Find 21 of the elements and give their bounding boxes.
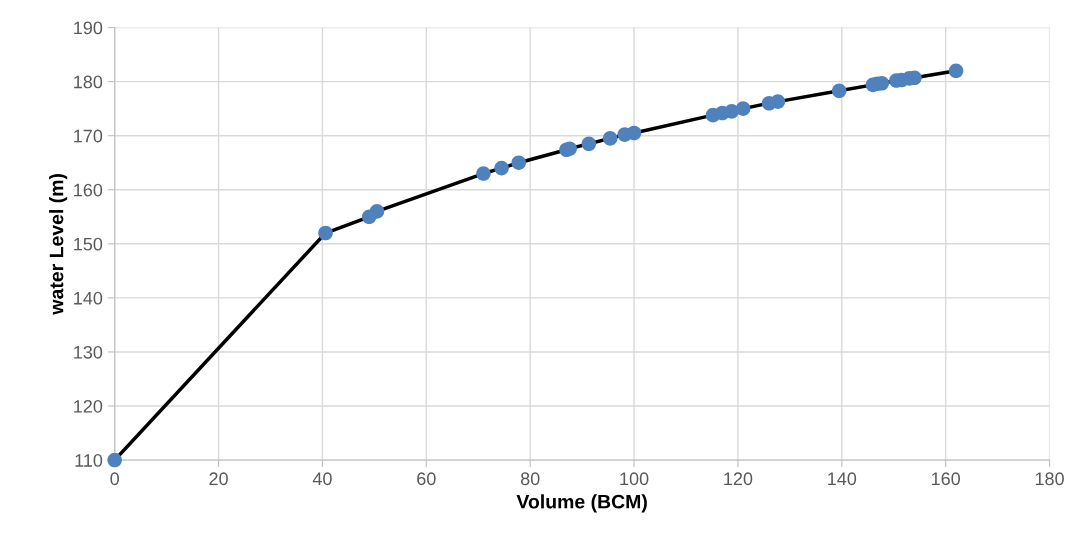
x-tick-label: 100 xyxy=(620,472,649,486)
y-tick-label: 190 xyxy=(74,21,103,35)
y-tick-label: 130 xyxy=(74,345,103,359)
x-tick-label: 0 xyxy=(110,472,120,486)
x-tick-label: 160 xyxy=(931,472,961,486)
y-tick-label: 110 xyxy=(75,454,103,467)
x-tick-label: 20 xyxy=(209,472,228,486)
y-axis-title: water Level (m) xyxy=(49,174,68,315)
x-tick-label: 60 xyxy=(417,472,436,486)
x-axis-title: Volume (BCM) xyxy=(516,494,647,513)
x-tick-label: 40 xyxy=(312,472,332,486)
x-tick-label: 140 xyxy=(828,472,857,486)
y-tick-label: 120 xyxy=(74,399,103,413)
y-tick-label: 170 xyxy=(74,129,103,143)
y-tick-label: 150 xyxy=(74,237,103,251)
y-tick-label: 140 xyxy=(74,291,103,305)
x-tick-label: 180 xyxy=(1035,472,1064,486)
x-tick-label: 80 xyxy=(520,472,540,486)
y-tick-label: 180 xyxy=(74,75,103,89)
y-tick-label: 160 xyxy=(74,183,103,197)
x-tick-label: 120 xyxy=(724,472,753,486)
